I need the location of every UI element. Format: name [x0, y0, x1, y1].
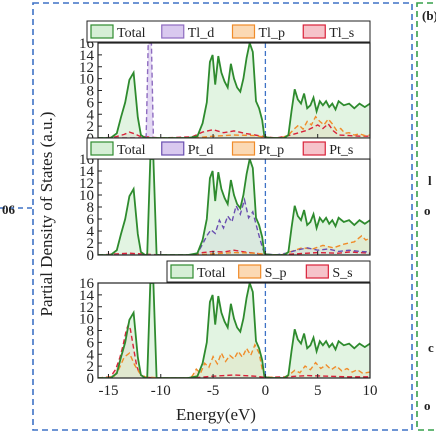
- y-tick-label: 2: [87, 236, 95, 252]
- series-area-total: [98, 159, 370, 255]
- legend-label-total: Total: [117, 143, 146, 158]
- y-tick-label: 6: [87, 212, 95, 228]
- y-tick-label: 12: [79, 60, 94, 76]
- legend-label-pt_d: Pt_d: [188, 143, 214, 158]
- series-line-tl_d: [98, 43, 161, 138]
- series-line-s_p: [98, 343, 370, 378]
- y-tick-label: 2: [87, 359, 95, 375]
- right-edge-label-1: l: [428, 173, 432, 188]
- right-edge-label-3: c: [428, 340, 434, 355]
- x-tick-label: -10: [151, 383, 171, 399]
- legend-label-s_p: S_p: [265, 266, 287, 281]
- y-tick-label: 16: [79, 276, 95, 292]
- legend-swatch-pt_d: [161, 141, 185, 156]
- panel-s-curves: [98, 283, 370, 378]
- legend-swatch-pt_s: [302, 141, 326, 156]
- y-tick-label: 0: [87, 248, 95, 264]
- panel-pt-curves: [98, 159, 370, 255]
- panel-tl-curves: [98, 43, 370, 138]
- legend-label-tl_s: Tl_s: [329, 26, 354, 41]
- legend-label-pt_s: Pt_s: [329, 143, 353, 158]
- x-tick-label: -15: [98, 383, 118, 399]
- right-edge-label-4: o: [424, 398, 431, 413]
- series-line-pt_p: [98, 234, 370, 255]
- y-tick-label: 10: [79, 72, 94, 88]
- y-tick-label: 0: [87, 371, 95, 387]
- left-edge-label: 06: [2, 202, 16, 217]
- series-area-total: [98, 283, 370, 378]
- legend-label-tl_p: Tl_p: [259, 26, 285, 41]
- y-tick-label: 4: [87, 107, 95, 123]
- x-axis-title: Energy(eV): [176, 405, 256, 424]
- y-tick-label: 4: [87, 347, 95, 363]
- y-tick-label: 6: [87, 335, 95, 351]
- y-tick-label: 12: [79, 176, 94, 192]
- pdos-panels: 0246810121416TotalTl_dTl_pTl_s0246810121…: [79, 20, 378, 399]
- legend-label-tl_d: Tl_d: [188, 26, 214, 41]
- y-tick-label: 8: [87, 200, 95, 216]
- legend-swatch-tl_p: [231, 24, 256, 39]
- series-line-total: [98, 283, 370, 378]
- series-line-tl_p: [98, 115, 370, 138]
- x-tick-label: 10: [363, 383, 378, 399]
- y-tick-label: 6: [87, 95, 95, 111]
- y-tick-label: 14: [79, 288, 95, 304]
- legend-swatch-tl_s: [302, 24, 326, 39]
- x-tick-label: 0: [262, 383, 270, 399]
- legend-tl: Total Tl_d Tl_p Tl_s: [86, 20, 371, 43]
- series-line-pt_s: [98, 249, 370, 255]
- legend-swatch-s_s: [305, 264, 329, 279]
- y-tick-label: 14: [79, 48, 95, 64]
- x-tick-label: -5: [207, 383, 220, 399]
- right-edge-label-2: o: [424, 203, 431, 218]
- series-line-total: [98, 43, 370, 138]
- legend-swatch-pt_p: [231, 141, 256, 156]
- legend-s: Total S_p S_s: [166, 260, 371, 283]
- legend-pt: Total Pt_d Pt_p Pt_s: [86, 137, 371, 160]
- panel-a-frame: [32, 2, 413, 431]
- panel-b-label: (b): [422, 8, 436, 23]
- series-line-s_s: [98, 322, 370, 378]
- series-line-total: [98, 159, 370, 255]
- legend-swatch-s_p: [238, 264, 262, 279]
- y-tick-label: 8: [87, 84, 95, 100]
- legend-box: [86, 20, 371, 43]
- legend-box: [86, 137, 371, 160]
- legend-swatch-total: [90, 141, 114, 156]
- y-tick-label: 8: [87, 324, 95, 340]
- y-tick-label: 12: [79, 300, 94, 316]
- legend-swatch-tl_d: [161, 24, 185, 39]
- y-tick-label: 14: [79, 164, 95, 180]
- legend-swatch-total: [90, 24, 114, 39]
- y-axis-title: Partial Density of States (a.u.): [37, 112, 56, 317]
- y-tick-label: 10: [79, 188, 94, 204]
- panel-b-frame: [416, 2, 436, 431]
- y-tick-label: 10: [79, 312, 94, 328]
- legend-label-s_s: S_s: [332, 266, 352, 281]
- series-area-total: [98, 43, 370, 138]
- legend-swatch-total: [170, 264, 194, 279]
- y-tick-label: 2: [87, 119, 95, 135]
- series-area-tl_d: [98, 43, 161, 138]
- y-tick-label: 4: [87, 224, 95, 240]
- legend-label-total: Total: [117, 26, 146, 41]
- panel-tl: 0246810121416TotalTl_dTl_pTl_s: [79, 20, 371, 147]
- series-line-tl_s: [98, 122, 370, 138]
- legend-label-total: Total: [197, 266, 226, 281]
- legend-label-pt_p: Pt_p: [259, 143, 285, 158]
- x-tick-label: 5: [314, 383, 322, 399]
